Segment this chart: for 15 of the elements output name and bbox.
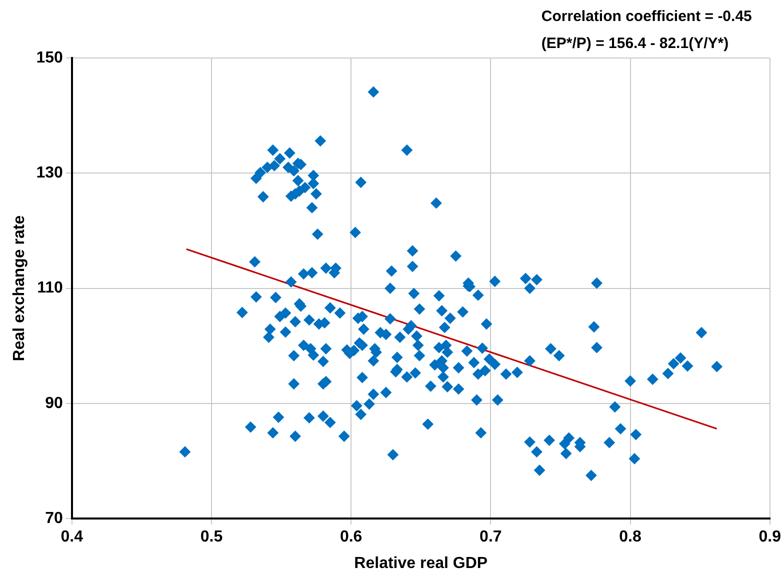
x-axis-title: Relative real GDP bbox=[354, 554, 488, 572]
y-axis-title: Real exchange rate bbox=[11, 215, 28, 362]
x-tick-label: 0.9 bbox=[758, 528, 782, 546]
text: (EP*/P) = 156.4 - 82.1(Y/Y*) bbox=[541, 35, 729, 52]
text: Correlation coefficient = -0.45 bbox=[541, 8, 752, 26]
x-tick-label: 0.4 bbox=[60, 528, 84, 546]
y-tick-label: 70 bbox=[45, 510, 63, 528]
y-tick-label: 150 bbox=[36, 49, 63, 66]
x-tick-label: 0.6 bbox=[340, 528, 362, 546]
x-tick-label: 0.5 bbox=[200, 528, 223, 546]
y-tick-label: 110 bbox=[37, 280, 63, 297]
y-tick-label: 130 bbox=[36, 164, 63, 182]
x-tick-label: 0.8 bbox=[619, 528, 642, 546]
y-tick-label: 90 bbox=[45, 394, 63, 412]
x-tick-label: 0.7 bbox=[480, 528, 502, 546]
